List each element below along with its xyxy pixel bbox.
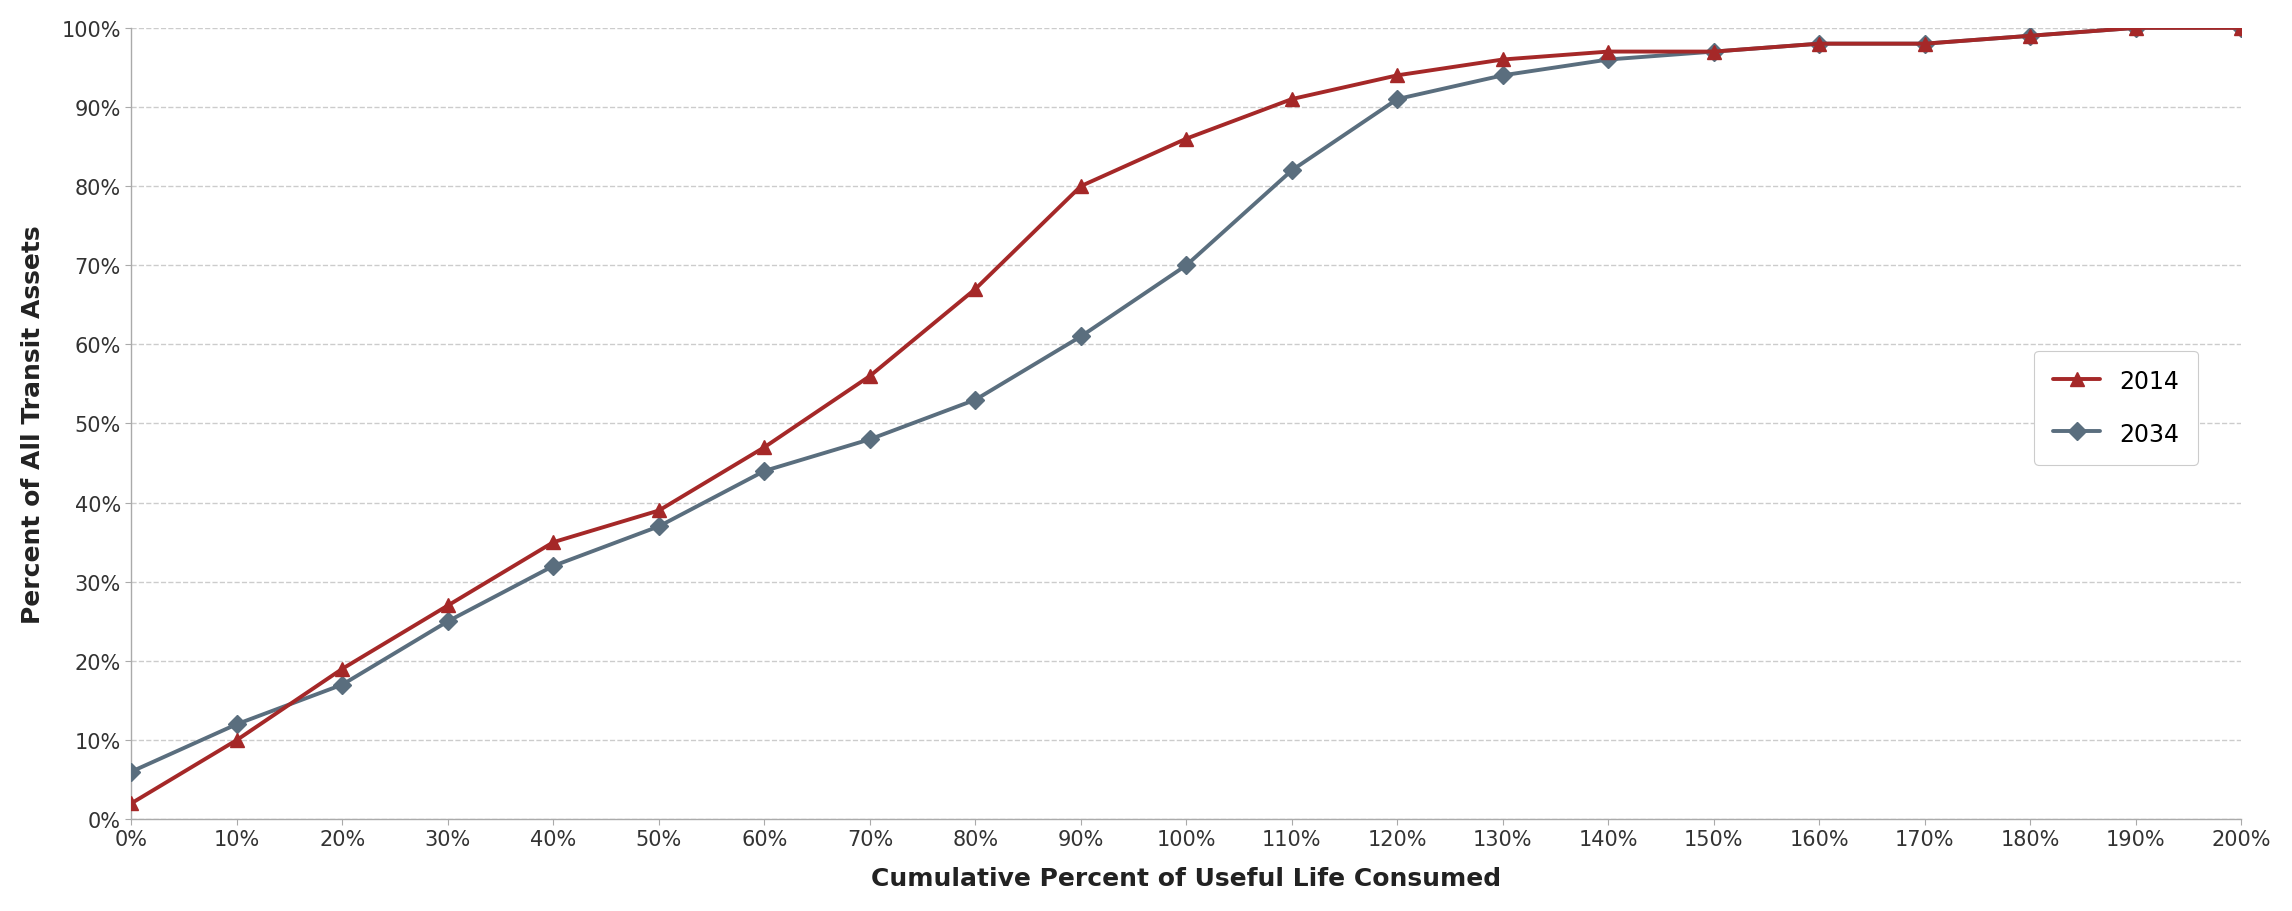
Line: 2014: 2014 [124,22,2248,810]
2014 [539,537,566,548]
2014 [1595,47,1623,58]
2014 [2122,24,2150,35]
2014 [857,371,885,382]
2014 [222,734,250,745]
X-axis label: Cumulative Percent of Useful Life Consumed: Cumulative Percent of Useful Life Consum… [871,866,1501,890]
2014 [117,798,144,809]
2034 [1174,261,1201,271]
2034 [1384,95,1412,106]
2034 [752,466,779,476]
2034 [117,766,144,777]
2034 [1912,39,1939,50]
2014 [752,442,779,453]
2034 [2017,31,2044,42]
2034 [2228,24,2255,35]
2034 [433,616,461,627]
2034 [963,394,990,405]
2014 [328,663,355,674]
2034 [1701,47,1728,58]
2014 [1384,71,1412,82]
Line: 2034: 2034 [126,23,2248,778]
2014 [2228,24,2255,35]
2034 [1279,166,1306,177]
2014 [1279,95,1306,106]
Y-axis label: Percent of All Transit Assets: Percent of All Transit Assets [21,225,46,623]
2034 [644,521,672,532]
2034 [328,680,355,691]
2014 [1701,47,1728,58]
2014 [1068,181,1096,192]
2014 [644,506,672,517]
2014 [1806,39,1834,50]
2034 [222,719,250,730]
2034 [539,561,566,572]
2014 [433,600,461,611]
2014 [963,284,990,295]
2014 [1490,55,1517,66]
2034 [1806,39,1834,50]
2034 [1490,71,1517,82]
2034 [1595,55,1623,66]
2014 [1912,39,1939,50]
Legend: 2014, 2034: 2014, 2034 [2033,352,2198,466]
2034 [1068,332,1096,343]
2034 [2122,24,2150,35]
2014 [2017,31,2044,42]
2014 [1174,134,1201,145]
2034 [857,435,885,445]
